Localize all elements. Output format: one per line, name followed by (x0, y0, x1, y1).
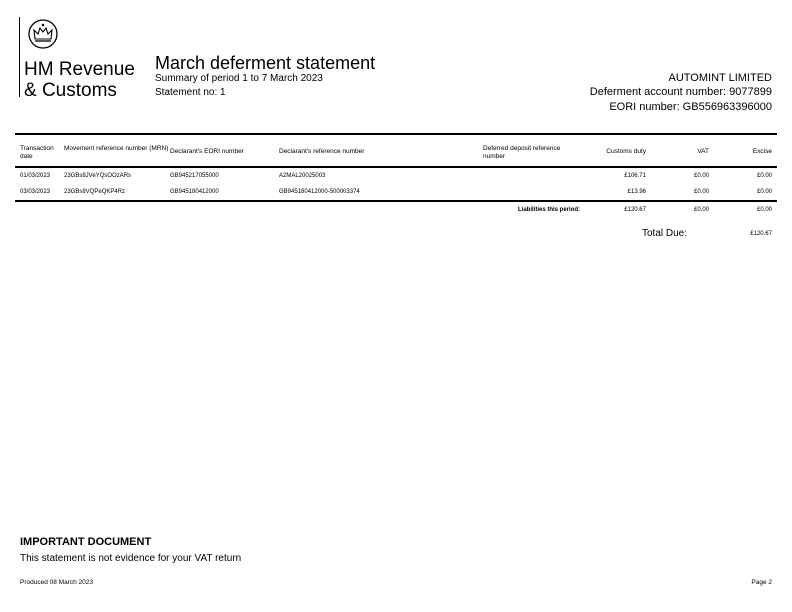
logo-text-line2: & Customs (24, 80, 117, 101)
col-customs-duty: Customs duty (606, 148, 646, 155)
company-name: AUTOMINT LIMITED (668, 72, 773, 84)
cell-mrn: 23GBs8VQPeQKP4Rz (64, 189, 126, 195)
cell-customs-duty: £13.96 (627, 189, 646, 195)
cell-date: 01/03/2023 (20, 173, 51, 179)
col-excise: Excise (752, 148, 772, 155)
deferment-account: Deferment account number: 9077899 (589, 86, 772, 98)
cell-mrn: 23GBs8JVeYQsOOzARs (64, 173, 132, 179)
important-heading: IMPORTANT DOCUMENT (20, 536, 152, 548)
cell-vat: £0.00 (693, 189, 709, 195)
col-vat: VAT (697, 148, 709, 155)
crown-icon (28, 19, 58, 49)
liabilities-label: Liabilities this period: (517, 207, 580, 213)
header-rule (15, 166, 777, 168)
col-declarant-ref: Declarant's reference number (279, 148, 365, 155)
cell-customs-duty: £106.71 (624, 173, 646, 179)
statement-number: Statement no: 1 (155, 87, 226, 98)
page-title: March deferment statement (155, 53, 376, 73)
period-summary: Summary of period 1 to 7 March 2023 (155, 73, 323, 84)
cell-declarant-ref: GB945180412000-500003374 (279, 189, 360, 195)
cell-excise: £0.00 (756, 173, 772, 179)
cell-declarant-ref: A2MAL20025003 (279, 173, 326, 179)
page-number: Page 2 (751, 579, 772, 586)
logo-divider (19, 17, 20, 97)
col-declarant-eori: Declarant's EORI number (170, 148, 244, 155)
col-deferred-deposit: Deferred deposit reference number (483, 145, 561, 160)
cell-excise: £0.00 (756, 189, 772, 195)
logo-text-line1: HM Revenue (24, 59, 135, 80)
col-transaction-date: Transaction date (20, 145, 54, 160)
cell-date: 03/03/2023 (20, 189, 51, 195)
eori-number: EORI number: GB556963396000 (609, 101, 772, 113)
liabilities-vat: £0.00 (693, 207, 709, 213)
produced-date: Produced 08 March 2023 (20, 579, 93, 586)
col-mrn: Movement reference number (MRN) (64, 145, 169, 152)
liabilities-excise: £0.00 (756, 207, 772, 213)
total-due-label: Total Due: (642, 228, 688, 239)
cell-vat: £0.00 (693, 173, 709, 179)
cell-eori: GB945217055000 (170, 173, 219, 179)
total-due-value: £120.67 (750, 231, 772, 237)
table-top-rule (15, 133, 777, 135)
cell-eori: GB945180412000 (170, 189, 219, 195)
liabilities-customs-duty: £120.67 (624, 207, 646, 213)
rows-bottom-rule (15, 200, 777, 202)
vat-note: This statement is not evidence for your … (20, 553, 242, 564)
